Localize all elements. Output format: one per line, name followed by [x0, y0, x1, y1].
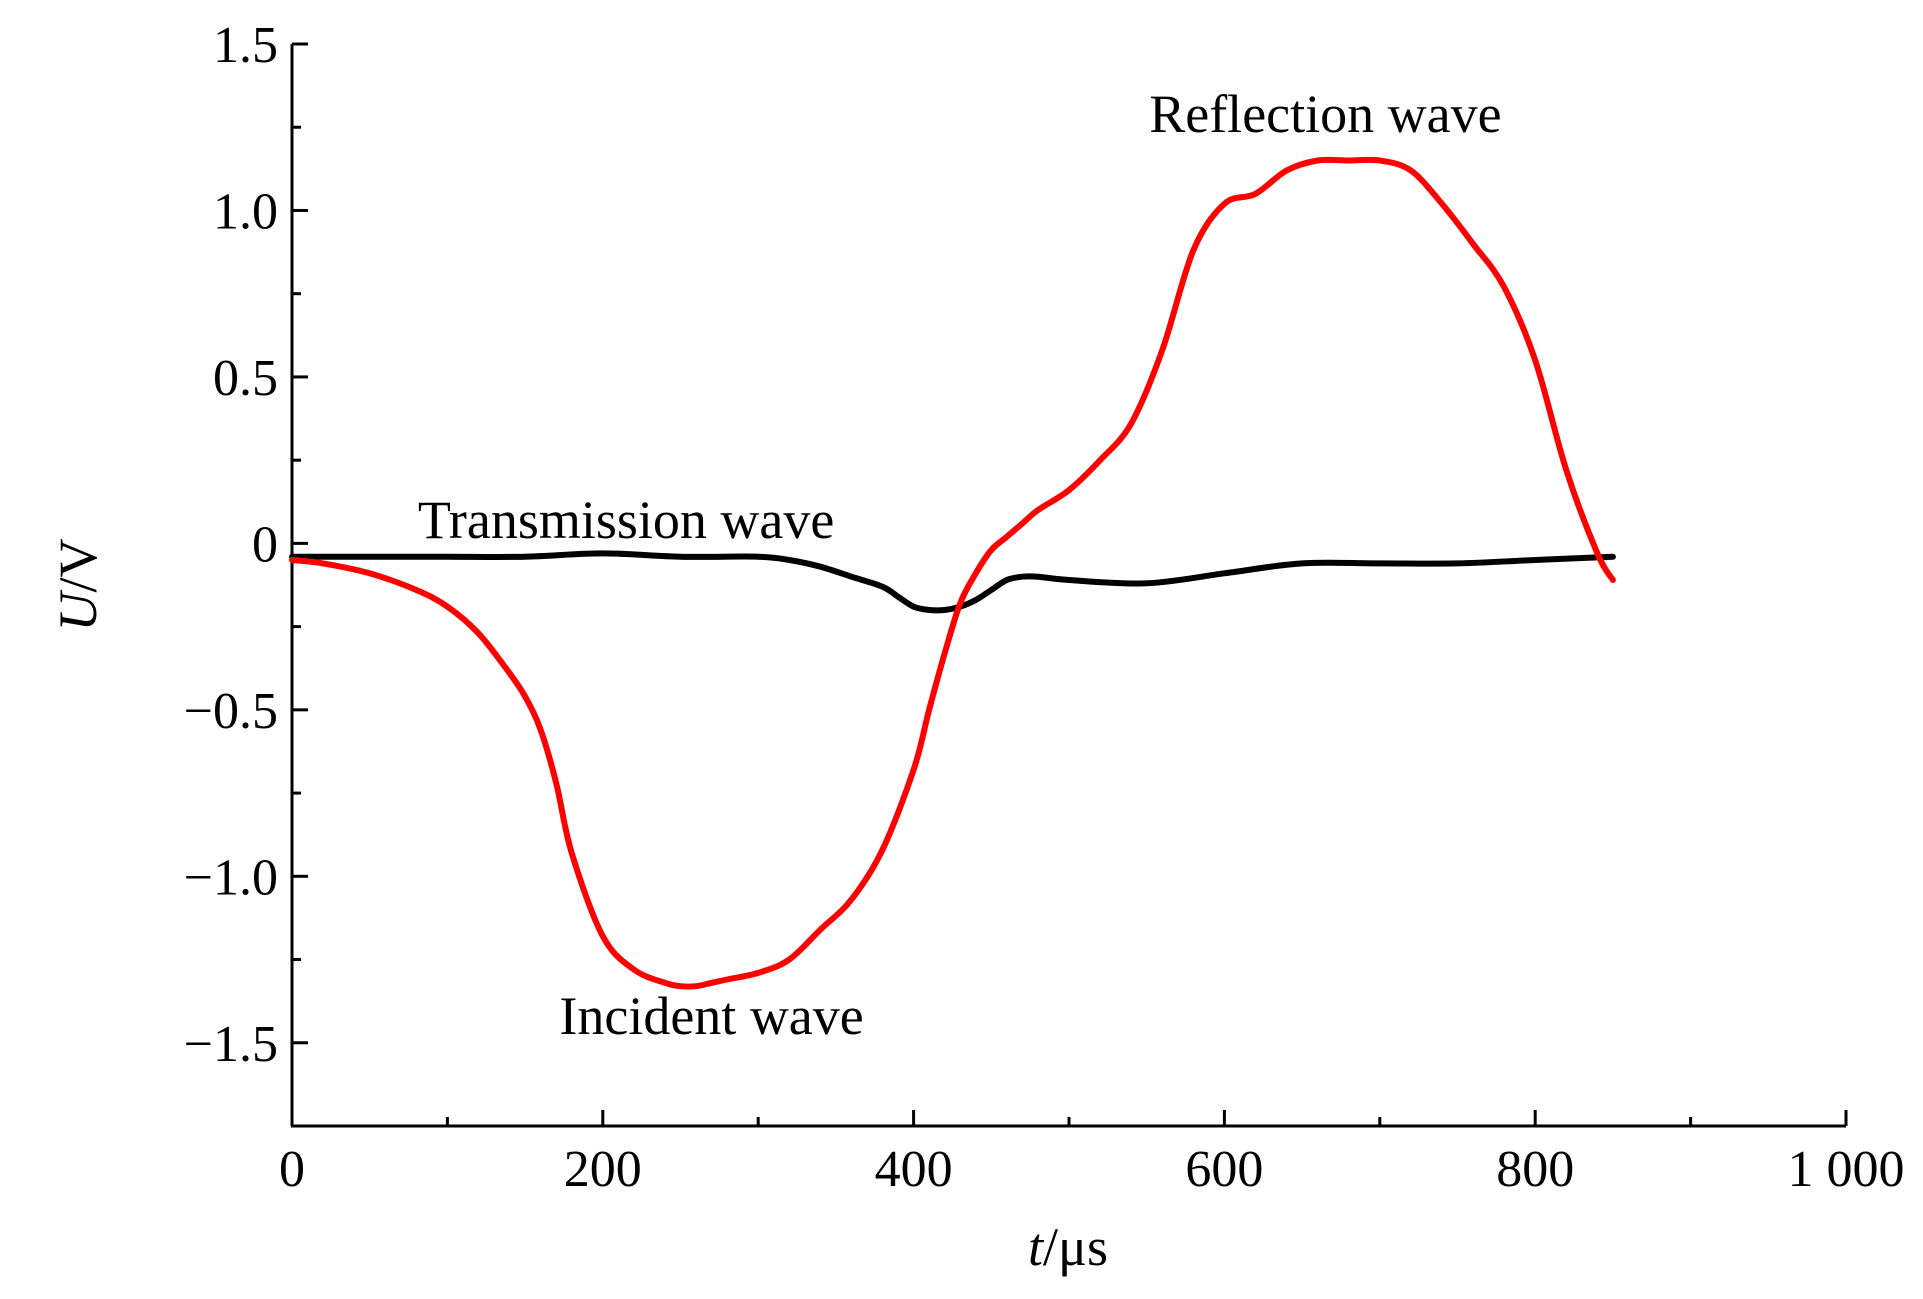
- y-tick-label: 1.0: [213, 183, 278, 240]
- annotation-incident-wave: Incident wave: [559, 986, 863, 1046]
- y-tick-label: −1.0: [184, 849, 278, 906]
- annotation-reflection-wave: Reflection wave: [1149, 84, 1501, 144]
- x-axis-title-symbol: t: [1028, 1217, 1045, 1277]
- y-tick-label: 0.5: [213, 350, 278, 407]
- x-tick-label: 400: [875, 1141, 953, 1198]
- tick-labels: 0 200 400 600 800 1 000 1.5 1.0 0.5 0 −0.5 −1.0 −1.5: [184, 17, 1905, 1198]
- y-axis-title-unit: /V: [48, 538, 108, 592]
- series-layer: [289, 156, 1616, 990]
- x-tick-label: 200: [564, 1141, 642, 1198]
- x-tick-label: 600: [1185, 1141, 1263, 1198]
- ticks: [290, 42, 1848, 1128]
- y-tick-label: −1.5: [184, 1016, 278, 1073]
- x-tick-label: 1 000: [1788, 1141, 1905, 1198]
- y-tick-label: −0.5: [184, 683, 278, 740]
- annotations: Reflection wave Transmission wave Incident…: [418, 84, 1502, 1046]
- y-tick-label: 1.5: [213, 17, 278, 74]
- x-axis-title: t/μs: [1028, 1217, 1108, 1277]
- series-line-incident-reflection: [289, 156, 1616, 990]
- x-axis-title-unit: /μs: [1043, 1217, 1108, 1277]
- y-axis-title-symbol: U: [48, 590, 108, 632]
- x-tick-label: 0: [279, 1141, 305, 1198]
- x-tick-label: 800: [1496, 1141, 1574, 1198]
- y-axis-title: U/V: [48, 538, 108, 631]
- y-tick-label: 0: [252, 516, 278, 573]
- series-line-transmission: [289, 550, 1616, 614]
- axes: [290, 44, 1846, 1128]
- annotation-transmission-wave: Transmission wave: [418, 490, 835, 550]
